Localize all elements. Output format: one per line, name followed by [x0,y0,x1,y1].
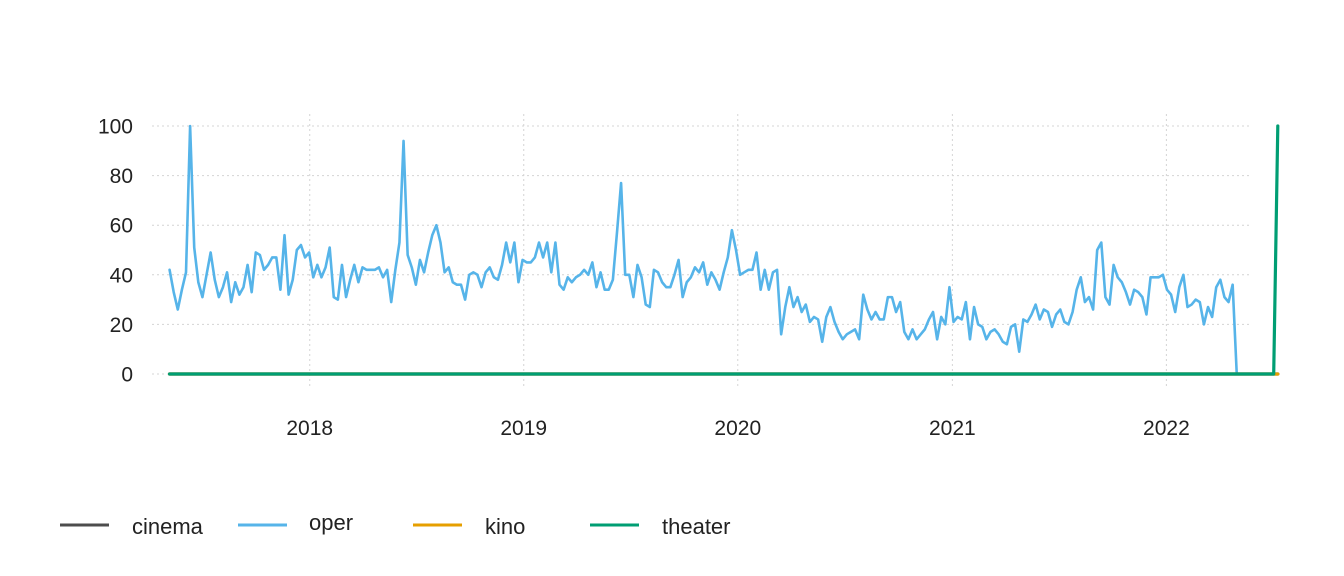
series-lines [167,124,1280,376]
legend-label: theater [662,514,731,539]
y-tick-label: 60 [110,215,133,238]
x-tick-label: 2021 [929,417,976,440]
y-tick-label: 20 [110,314,133,337]
x-axis-ticks: 2018 2019 2020 2021 2022 [286,417,1189,440]
legend-item-kino: kino [413,514,525,539]
legend-label: kino [485,514,525,539]
legend-label: oper [309,510,353,535]
x-tick-label: 2019 [500,417,547,440]
y-tick-label: 0 [121,364,133,387]
y-tick-label: 40 [110,264,133,287]
x-tick-label: 2018 [286,417,333,440]
legend-item-cinema: cinema [60,514,204,539]
series-line-theater [167,124,1280,376]
y-tick-label: 80 [110,165,133,188]
y-axis-ticks: 0 20 40 60 80 100 [98,116,133,387]
x-tick-label: 2022 [1143,417,1190,440]
legend: cinema oper kino theater [60,510,731,539]
y-tick-label: 100 [98,116,133,139]
series-line-oper [168,124,1239,376]
legend-label: cinema [132,514,204,539]
x-tick-label: 2020 [714,417,761,440]
legend-item-oper: oper [238,510,353,535]
legend-item-theater: theater [590,514,731,539]
grid [152,114,1252,386]
